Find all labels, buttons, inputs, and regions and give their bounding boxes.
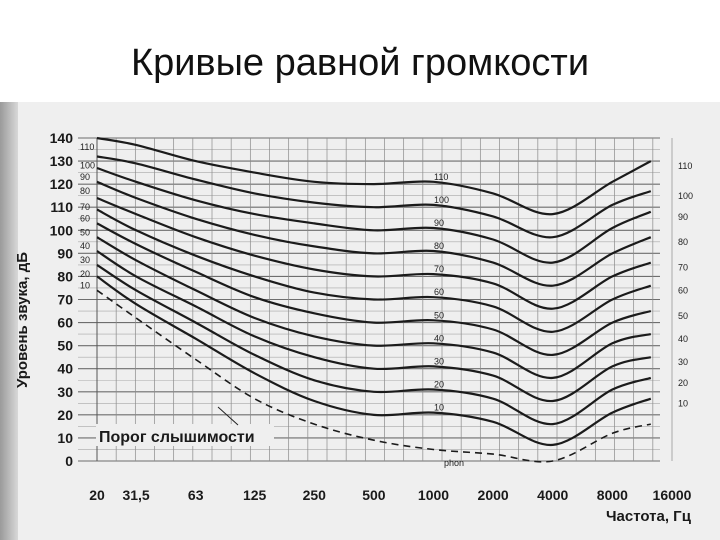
curve-label-mid: 10 bbox=[434, 403, 444, 413]
x-tick-label: 63 bbox=[188, 487, 204, 503]
y-tick-label: 140 bbox=[50, 130, 74, 146]
x-tick-label: 500 bbox=[362, 487, 386, 503]
x-tick-label: 125 bbox=[243, 487, 267, 503]
x-tick-label: 8000 bbox=[597, 487, 628, 503]
curve-label-left: 70 bbox=[80, 202, 90, 212]
curve-label-left: 50 bbox=[80, 227, 90, 237]
curve-30-phon bbox=[96, 250, 652, 403]
chart-curves bbox=[96, 136, 652, 463]
curve-label-mid: 90 bbox=[434, 218, 444, 228]
curve-10-phon bbox=[96, 275, 652, 447]
curve-label-mid: 80 bbox=[434, 241, 444, 251]
y-tick-label: 20 bbox=[57, 407, 73, 423]
y-tick-labels: 0 10 20 30 40 50 60 70 80 90 100 110 120 130 140 bbox=[50, 130, 74, 469]
curve-label-left: 60 bbox=[80, 214, 90, 224]
threshold-label-bg bbox=[96, 424, 274, 446]
y-tick-label: 10 bbox=[57, 430, 73, 446]
x-tick-label: 250 bbox=[303, 487, 327, 503]
mid-curve-labels: 110 100 90 80 70 60 50 40 30 20 10 bbox=[434, 172, 449, 413]
slide-title: Кривые равной громкости bbox=[130, 42, 590, 84]
curve-label-left: 100 bbox=[80, 160, 95, 170]
curve-label-left: 10 bbox=[80, 280, 90, 290]
curve-50-phon bbox=[96, 222, 652, 357]
curve-label-mid: 100 bbox=[434, 195, 449, 205]
curve-label-right: 60 bbox=[678, 286, 688, 296]
curve-20-phon bbox=[96, 263, 652, 426]
curve-100-phon bbox=[96, 155, 652, 239]
threshold-label: Порог слышимости bbox=[99, 429, 255, 446]
curve-40-phon bbox=[96, 236, 652, 380]
x-axis-label: Частота, Гц bbox=[606, 508, 692, 525]
curve-70-phon bbox=[96, 196, 652, 310]
threshold-pointer bbox=[217, 406, 239, 426]
curve-80-phon bbox=[96, 180, 652, 287]
x-tick-label: 1000 bbox=[418, 487, 449, 503]
x-tick-label: 20 bbox=[89, 487, 105, 503]
y-axis-label: Уровень звука, дБ bbox=[14, 252, 31, 388]
curve-label-mid: 70 bbox=[434, 264, 444, 274]
x-tick-label: 2000 bbox=[478, 487, 509, 503]
scan-shadow-edge bbox=[0, 102, 18, 540]
curve-label-left: 110 bbox=[80, 142, 94, 152]
curve-90-phon bbox=[96, 166, 652, 264]
curve-label-right: 50 bbox=[678, 311, 688, 321]
curve-label-mid: 30 bbox=[434, 356, 444, 366]
y-tick-label: 100 bbox=[50, 222, 74, 238]
curve-label-left: 90 bbox=[80, 172, 90, 182]
y-tick-label: 110 bbox=[50, 199, 73, 215]
curve-110-phon bbox=[96, 136, 652, 216]
curve-label-right: 20 bbox=[678, 378, 688, 388]
curve-label-right: 30 bbox=[678, 357, 688, 367]
y-tick-label: 50 bbox=[57, 338, 73, 354]
x-tick-labels: 20 31,5 63 125 250 500 1000 2000 4000 8000 16000 bbox=[89, 487, 691, 503]
curve-label-left: 40 bbox=[80, 241, 90, 251]
x-tick-label: 4000 bbox=[537, 487, 568, 503]
curve-label-mid: 40 bbox=[434, 333, 444, 343]
curve-60-phon bbox=[96, 208, 652, 333]
curve-label-left: 30 bbox=[80, 255, 90, 265]
y-tick-label: 0 bbox=[65, 453, 73, 469]
y-tick-label: 80 bbox=[57, 268, 73, 284]
y-tick-label: 90 bbox=[57, 245, 73, 261]
curve-label-mid: 20 bbox=[434, 379, 444, 389]
curve-label-right: 80 bbox=[678, 237, 688, 247]
curve-label-right: 90 bbox=[678, 212, 688, 222]
curve-label-mid: 110 bbox=[434, 172, 448, 182]
curve-label-mid: 50 bbox=[434, 310, 444, 320]
y-tick-label: 40 bbox=[57, 361, 73, 377]
x-tick-label: 31,5 bbox=[122, 487, 149, 503]
curve-label-right: 70 bbox=[678, 263, 688, 273]
curve-label-left: 20 bbox=[80, 269, 90, 279]
curve-label-right: 110 bbox=[678, 161, 692, 171]
curve-label-mid: 60 bbox=[434, 287, 444, 297]
phon-unit-label: phon bbox=[444, 458, 464, 468]
curve-label-right: 100 bbox=[678, 191, 693, 201]
y-tick-label: 70 bbox=[57, 292, 73, 308]
y-tick-label: 130 bbox=[50, 153, 74, 169]
curve-label-right: 40 bbox=[678, 334, 688, 344]
curve-label-left: 80 bbox=[80, 186, 90, 196]
y-tick-label: 60 bbox=[57, 315, 73, 331]
y-tick-label: 120 bbox=[50, 176, 74, 192]
curve-threshold bbox=[96, 289, 651, 463]
y-tick-label: 30 bbox=[57, 384, 73, 400]
right-curve-labels: 110 100 90 80 70 60 50 40 30 20 10 bbox=[678, 161, 693, 409]
x-tick-label: 16000 bbox=[653, 487, 692, 503]
chart-grid bbox=[78, 137, 673, 462]
curve-label-right: 10 bbox=[678, 399, 688, 409]
